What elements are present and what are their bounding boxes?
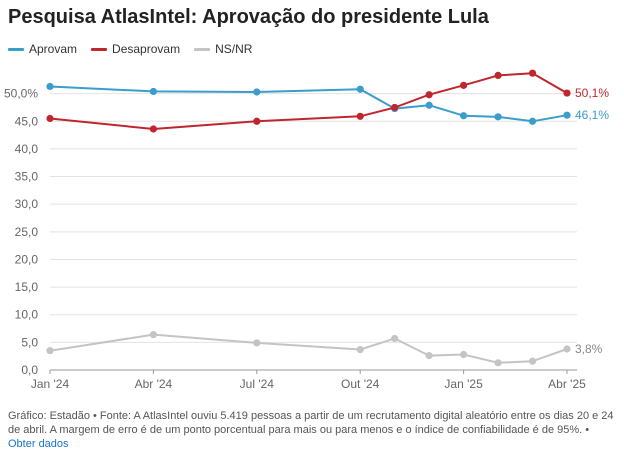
line-chart: 0,0 5,0 10,0 15,0 20,0 25,0 30,0 35,0 40,0 45,0 50… [4, 69, 609, 391]
legend-item-aprovam: Aprovam [8, 42, 77, 56]
data-point-aprovam [460, 112, 468, 120]
data-point-aprovam [425, 101, 433, 109]
series-line-desaprovam [49, 72, 568, 130]
data-point-nsnr [149, 331, 157, 339]
data-point-desaprovam [425, 91, 433, 99]
data-point-aprovam [149, 87, 157, 96]
y-tick-label: 10,0 [15, 308, 39, 322]
chart-footer: Gráfico: Estadão • Fonte: A AtlasIntel o… [8, 409, 614, 451]
legend-swatch-nsnr [194, 47, 211, 51]
chart-legend: Aprovam Desaprovam NS/NR [8, 42, 266, 56]
data-point-nsnr [460, 350, 468, 359]
end-value-label: 46,1% [575, 108, 609, 122]
end-value-label: 3,8% [575, 342, 603, 356]
y-tick-label: 45,0 [15, 114, 39, 128]
y-tick-label: 15,0 [15, 280, 39, 294]
end-value-label: 50,1% [575, 86, 609, 100]
legend-swatch-aprovam [8, 47, 24, 51]
data-point-desaprovam [563, 89, 571, 97]
footer-source-text: Gráfico: Estadão • Fonte: A AtlasIntel o… [8, 410, 614, 436]
legend-label-desaprovam: Desaprovam [112, 42, 181, 56]
data-point-nsnr [425, 352, 433, 360]
data-point-aprovam [494, 113, 502, 121]
data-point-desaprovam [356, 112, 364, 120]
x-tick-label: Jul '24 [240, 377, 275, 391]
y-tick-label: 5,0 [21, 335, 38, 349]
data-point-nsnr [391, 334, 399, 343]
x-tick-label: Abr '24 [135, 377, 173, 391]
series-line-nsnr [49, 333, 568, 364]
x-tick-label: Abr '25 [548, 377, 586, 391]
legend-item-desaprovam: Desaprovam [91, 42, 180, 56]
x-tick-label: Jan '24 [31, 377, 70, 391]
y-tick-label: 0,0 [21, 363, 38, 377]
data-point-aprovam [563, 111, 571, 119]
data-point-desaprovam [253, 117, 261, 125]
x-tick-label: Out '24 [341, 377, 380, 391]
legend-label-aprovam: Aprovam [29, 42, 78, 56]
obter-dados-link[interactable]: Obter dados [8, 438, 69, 450]
data-point-aprovam [356, 85, 364, 93]
data-point-nsnr [253, 339, 261, 347]
y-tick-label: 25,0 [15, 225, 39, 239]
chart-title: Pesquisa AtlasIntel: Aprovação do presid… [8, 6, 489, 28]
y-tick-label: 20,0 [15, 252, 39, 266]
legend-item-nsnr: NS/NR [194, 42, 252, 56]
x-tick-label: Jan '25 [444, 377, 483, 391]
data-point-aprovam [253, 88, 261, 96]
y-tick-label: 30,0 [15, 197, 39, 211]
y-tick-label: 35,0 [15, 170, 39, 184]
y-tick-label: 40,0 [15, 142, 39, 156]
data-point-desaprovam [494, 71, 502, 79]
data-point-nsnr [528, 357, 537, 365]
data-point-nsnr [563, 345, 571, 353]
data-point-desaprovam [460, 81, 468, 89]
data-point-nsnr [356, 345, 364, 354]
data-point-desaprovam [46, 114, 54, 123]
data-point-nsnr [494, 359, 502, 367]
data-point-aprovam [528, 117, 537, 125]
legend-swatch-desaprovam [91, 47, 108, 51]
data-point-aprovam [46, 82, 54, 91]
data-point-desaprovam [149, 125, 157, 133]
y-tick-label: 50,0% [4, 87, 38, 101]
data-point-desaprovam [528, 69, 537, 77]
data-point-nsnr [46, 347, 54, 355]
data-point-desaprovam [391, 103, 399, 112]
series-line-aprovam [49, 85, 568, 123]
legend-label-nsnr: NS/NR [215, 42, 253, 56]
